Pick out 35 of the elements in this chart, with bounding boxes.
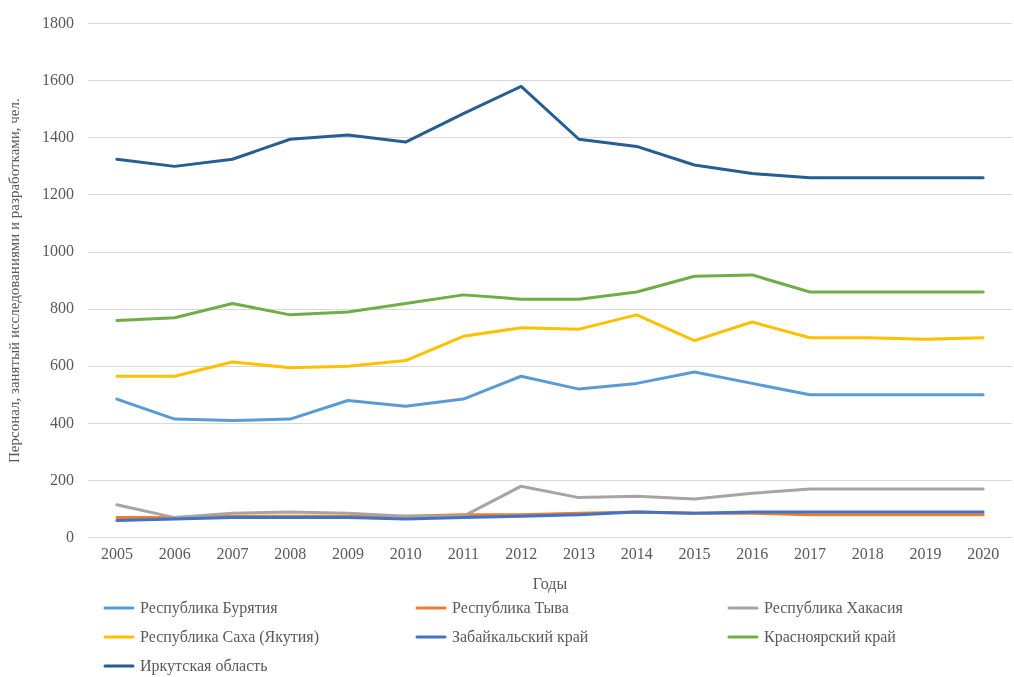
x-tick-label: 2005 (100, 545, 133, 563)
y-tick-label: 800 (50, 299, 74, 317)
x-tick-label: 2018 (851, 545, 884, 563)
x-tick-label: 2019 (909, 545, 942, 563)
x-tick-label: 2013 (562, 545, 595, 563)
x-tick-label: 2016 (736, 545, 769, 563)
y-tick-label: 1400 (42, 128, 74, 146)
x-tick-label: 2011 (447, 545, 480, 563)
legend-label: Республика Тыва (452, 599, 569, 618)
x-tick-label: 2008 (274, 545, 307, 563)
x-axis-title: Годы (532, 574, 568, 593)
y-tick-label: 1800 (42, 13, 74, 31)
y-tick-label: 600 (50, 356, 74, 374)
x-tick-label: 2014 (620, 545, 653, 563)
x-tick-label: 2009 (331, 545, 364, 563)
y-tick-label: 200 (50, 470, 74, 488)
legend-label: Красноярский край (764, 628, 897, 647)
x-tick-label: 2017 (793, 545, 826, 563)
y-tick-label: 1000 (42, 242, 74, 260)
y-tick-label: 0 (66, 527, 74, 545)
x-tick-label: 2010 (389, 545, 422, 563)
x-tick-label: 2020 (967, 545, 1000, 563)
y-tick-label: 1200 (42, 185, 74, 203)
legend-label: Республика Хакасия (764, 599, 904, 618)
legend-label: Республика Бурятия (140, 599, 279, 618)
x-tick-label: 2007 (216, 545, 249, 563)
y-axis-title: Персонал, занятый исследованиями и разработками, чел. (5, 98, 22, 463)
x-tick-label: 2012 (505, 545, 538, 563)
y-tick-label: 1600 (42, 70, 74, 88)
legend-label: Забайкальский край (452, 628, 589, 647)
legend-label: Иркутская область (140, 657, 268, 676)
x-tick-label: 2015 (678, 545, 711, 563)
x-tick-label: 2006 (158, 545, 191, 563)
legend-label: Республика Саха (Якутия) (140, 628, 320, 647)
y-tick-label: 400 (50, 413, 74, 431)
